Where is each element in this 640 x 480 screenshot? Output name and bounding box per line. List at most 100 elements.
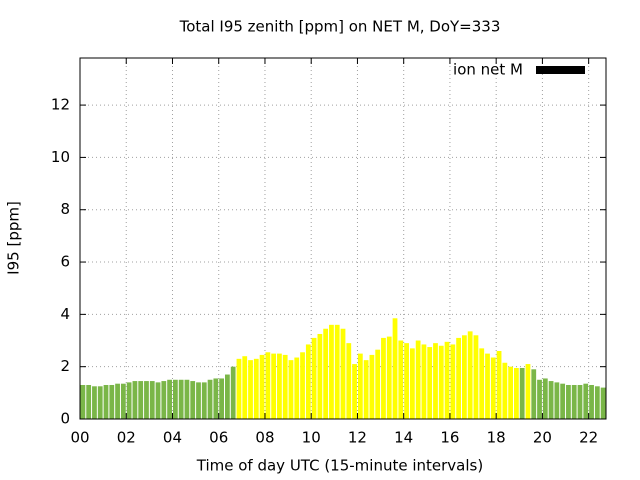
bar <box>375 349 381 419</box>
bar <box>467 331 473 419</box>
grid <box>79 58 606 420</box>
bar <box>450 344 456 419</box>
bar <box>213 378 219 419</box>
bar <box>86 384 92 419</box>
bar <box>201 382 207 419</box>
bar <box>225 374 230 419</box>
bar <box>120 383 126 419</box>
bar <box>531 369 537 419</box>
x-tick-label: 10 <box>302 429 321 447</box>
bar <box>323 328 329 419</box>
bar <box>184 379 190 419</box>
bar <box>589 384 594 419</box>
bar <box>340 328 346 419</box>
bar <box>409 348 415 419</box>
bar <box>392 318 398 419</box>
bar <box>381 337 386 419</box>
bar <box>502 362 508 419</box>
bar <box>398 340 404 419</box>
bar <box>583 383 589 419</box>
bar <box>236 358 242 419</box>
bar <box>271 353 277 419</box>
bar <box>155 382 161 419</box>
bar <box>473 335 479 419</box>
chart-title: Total I95 zenith [ppm] on NET M, DoY=333 <box>179 18 501 36</box>
y-tick-label: 6 <box>60 253 70 271</box>
bar <box>554 382 560 419</box>
bar <box>346 343 352 419</box>
bar <box>357 353 363 419</box>
bar <box>259 354 265 419</box>
bar <box>138 381 144 419</box>
y-tick-label: 8 <box>60 200 70 218</box>
bar <box>508 366 514 419</box>
bar <box>167 379 172 419</box>
plot-frame <box>79 57 607 420</box>
bar <box>230 366 236 419</box>
bar <box>560 383 566 419</box>
y-tick-label: 4 <box>60 305 70 323</box>
bar <box>329 324 334 419</box>
x-tick-label: 12 <box>348 429 367 447</box>
x-tick-label: 08 <box>255 429 274 447</box>
bar <box>456 337 461 419</box>
bar <box>525 364 531 419</box>
bar <box>144 381 149 419</box>
bar <box>282 354 288 419</box>
bar <box>172 379 178 419</box>
bar <box>404 343 409 419</box>
y-tick-label: 0 <box>60 410 70 428</box>
bar <box>207 379 213 419</box>
bar <box>363 360 369 419</box>
legend-label: ion net M <box>453 61 523 79</box>
bar <box>103 384 109 419</box>
y-tick-label: 2 <box>60 357 70 375</box>
bar <box>461 335 467 419</box>
bar <box>248 360 253 419</box>
y-tick-label: 10 <box>51 148 70 166</box>
bar <box>444 341 450 419</box>
bar <box>115 383 120 419</box>
bar <box>600 387 606 419</box>
bar <box>178 379 184 419</box>
x-tick-label: 16 <box>440 429 459 447</box>
bar <box>537 379 542 419</box>
bar <box>594 386 600 419</box>
bar <box>196 382 201 419</box>
bar <box>548 381 554 419</box>
bar <box>496 350 502 419</box>
bar <box>490 357 496 419</box>
bar <box>386 336 392 419</box>
bar <box>317 333 323 419</box>
bar <box>485 353 490 419</box>
bar <box>80 384 86 419</box>
bar <box>577 384 583 419</box>
bar <box>300 352 305 419</box>
bar <box>334 324 340 419</box>
legend-swatch <box>536 66 585 74</box>
x-tick-label: 02 <box>117 429 136 447</box>
bar <box>438 345 444 419</box>
bar <box>253 358 259 419</box>
bar <box>294 357 300 419</box>
bar <box>427 347 433 419</box>
bar <box>126 382 132 419</box>
bar <box>514 367 519 419</box>
bar <box>161 381 167 419</box>
bar <box>479 348 485 419</box>
bar <box>311 337 317 419</box>
bar <box>109 384 115 419</box>
x-tick-label: 04 <box>163 429 182 447</box>
bars <box>80 318 606 419</box>
x-tick-label: 14 <box>394 429 413 447</box>
bar <box>519 367 525 419</box>
y-tick-label: 12 <box>51 96 70 114</box>
bar <box>415 340 421 419</box>
bar <box>421 344 427 419</box>
bar <box>277 353 282 419</box>
x-tick-label: 06 <box>209 429 228 447</box>
x-tick-label: 20 <box>533 429 552 447</box>
bar <box>219 378 225 419</box>
